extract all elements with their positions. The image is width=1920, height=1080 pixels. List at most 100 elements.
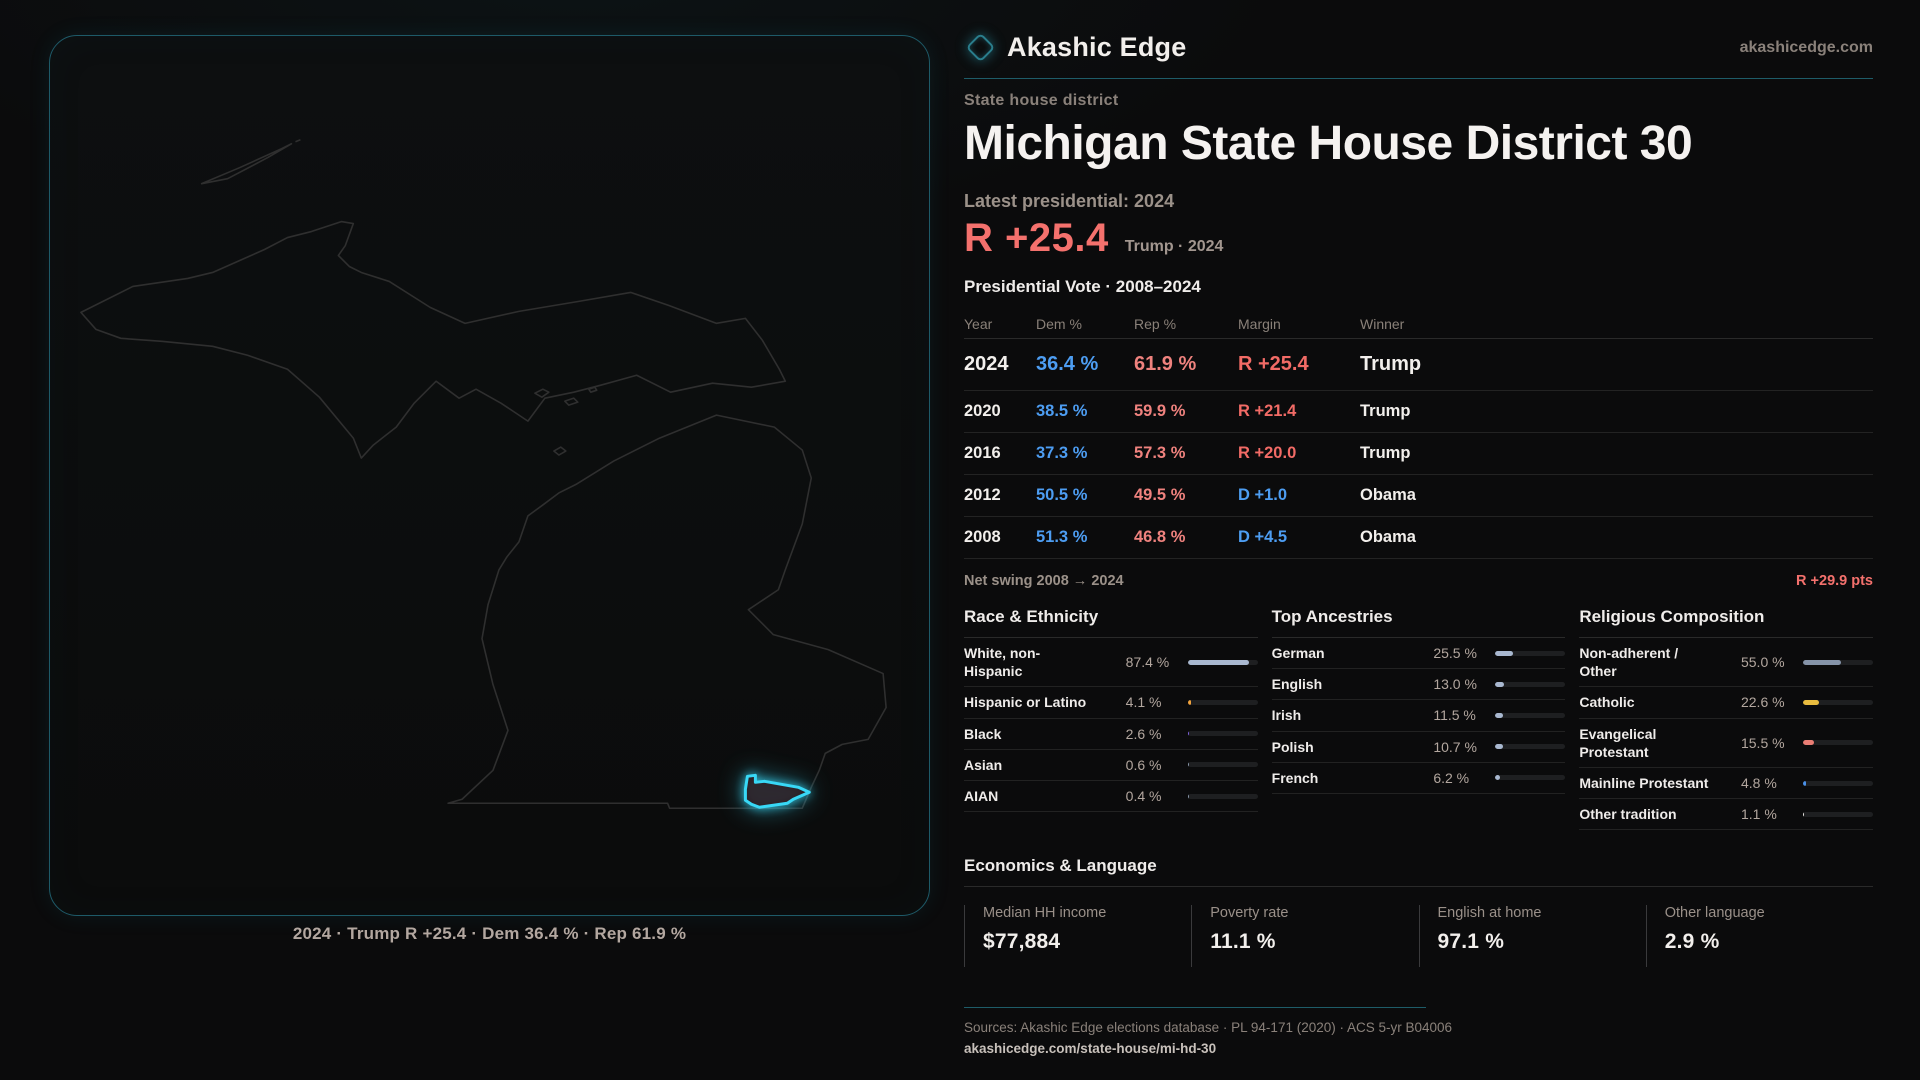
list-item: French 6.2 %: [1271, 763, 1566, 794]
col-year: Year: [964, 315, 993, 332]
demo-label: White, non- Hispanic: [964, 645, 1041, 680]
rep-cell: 57.3 %: [1134, 444, 1186, 462]
table-row: 2008 51.3 % 46.8 % D +4.5 Obama: [964, 517, 1873, 559]
brand-name: Akashic Edge: [1007, 32, 1187, 62]
col-rep: Rep %: [1134, 315, 1177, 332]
demo-value: 0.6 %: [1125, 756, 1162, 773]
section-title: Top Ancestries: [1271, 607, 1566, 638]
year-cell: 2008: [964, 528, 1001, 546]
demo-value: 0.4 %: [1125, 788, 1162, 805]
stat-label: Poverty rate: [1210, 905, 1289, 922]
vote-table-header: Year Dem % Rep % Margin Winner: [964, 309, 1873, 339]
dem-cell: 50.5 %: [1036, 486, 1088, 504]
bar-track: [1495, 775, 1566, 781]
bar-fill: [1802, 659, 1842, 665]
demo-value: 2.6 %: [1125, 725, 1162, 742]
list-item: AIAN 0.4 %: [964, 781, 1258, 813]
dem-cell: 36.4 %: [1036, 353, 1099, 375]
demo-label: Non-adherent / Other: [1579, 645, 1679, 680]
col-winner: Winner: [1360, 315, 1405, 332]
list-item: Polish 10.7 %: [1271, 732, 1566, 763]
demographics-grid: Race & Ethnicity White, non- Hispanic 87…: [964, 607, 1873, 831]
stat-value: $77,884: [983, 930, 1061, 954]
bar-track: [1187, 793, 1258, 799]
list-item: Hispanic or Latino 4.1 %: [964, 687, 1258, 719]
economics-section-title: Economics & Language: [964, 856, 1873, 888]
net-swing-label: Net swing 2008 → 2024: [964, 573, 1124, 589]
rep-cell: 49.5 %: [1134, 486, 1186, 504]
data-panel: Akashic Edge akashicedge.com State house…: [964, 0, 1873, 1056]
headline-margin-row: R +25.4 Trump · 2024: [964, 216, 1873, 261]
vote-table-title: Presidential Vote · 2008–2024: [964, 277, 1201, 296]
demo-label: Evangelical Protestant: [1579, 725, 1657, 760]
bar-track: [1187, 731, 1258, 737]
bar-fill: [1802, 780, 1807, 786]
ancestries-section: Top Ancestries German 25.5 % English 13.…: [1271, 607, 1566, 830]
michigan-map: [80, 139, 887, 810]
margin-cell: R +20.0: [1238, 444, 1297, 462]
diamond-logo-icon: [965, 32, 996, 63]
demo-label: AIAN: [964, 787, 999, 804]
demo-value: 10.7 %: [1433, 738, 1477, 755]
stat-english-at-home: English at home 97.1 %: [1418, 905, 1646, 968]
winner-cell: Obama: [1360, 528, 1416, 546]
demo-label: Asian: [964, 756, 1003, 773]
demo-label: Polish: [1271, 738, 1314, 755]
michigan-map-card: [49, 35, 930, 916]
race-ethnicity-section: Race & Ethnicity White, non- Hispanic 87…: [964, 607, 1258, 830]
bar-fill: [1802, 740, 1814, 746]
col-margin: Margin: [1238, 315, 1281, 332]
latest-presidential-label: Latest presidential: 2024: [964, 191, 1175, 211]
kicker-label: State house district: [964, 92, 1119, 109]
demo-label: Black: [964, 725, 1002, 742]
stat-other-language: Other language 2.9 %: [1645, 905, 1873, 968]
table-row: 2024 36.4 % 61.9 % R +25.4 Trump: [964, 339, 1873, 391]
dem-cell: 51.3 %: [1036, 528, 1088, 546]
headline-margin-value: R +25.4: [964, 216, 1109, 260]
map-caption: 2024 · Trump R +25.4 · Dem 36.4 % · Rep …: [292, 924, 687, 943]
bar-fill: [1495, 650, 1514, 656]
rep-cell: 59.9 %: [1134, 402, 1186, 420]
list-item: Irish 11.5 %: [1271, 700, 1566, 732]
bar-fill: [1495, 744, 1503, 750]
bar-track: [1495, 650, 1566, 656]
margin-cell: R +25.4: [1238, 353, 1309, 375]
winner-cell: Trump: [1360, 402, 1411, 420]
margin-cell: R +21.4: [1238, 402, 1297, 420]
footer-divider: [964, 1007, 1426, 1009]
demo-label: Hispanic or Latino: [964, 694, 1087, 711]
table-row: 2020 38.5 % 59.9 % R +21.4 Trump: [964, 391, 1873, 433]
bar-track: [1187, 659, 1258, 665]
district-30-shape[interactable]: [743, 773, 811, 809]
winner-cell: Trump: [1360, 444, 1411, 462]
stat-value: 2.9 %: [1664, 930, 1720, 954]
bar-track: [1802, 811, 1873, 817]
header-divider: [964, 78, 1873, 79]
bar-fill: [1802, 699, 1819, 705]
bar-fill: [1187, 731, 1190, 737]
list-item: Asian 0.6 %: [964, 750, 1258, 781]
list-item: Mainline Protestant 4.8 %: [1579, 768, 1873, 800]
demo-value: 22.6 %: [1740, 694, 1785, 711]
religion-section: Religious Composition Non-adherent / Oth…: [1579, 607, 1873, 831]
net-swing-value: R +29.9 pts: [1796, 573, 1873, 589]
footer-url-link[interactable]: akashicedge.com/state-house/mi-hd-30: [964, 1041, 1217, 1057]
bar-track: [1187, 762, 1258, 768]
demo-value: 25.5 %: [1433, 645, 1477, 662]
bar-fill: [1802, 811, 1804, 817]
bar-fill: [1187, 699, 1191, 705]
headline-margin-context: Trump · 2024: [1124, 238, 1224, 255]
demo-label: Other tradition: [1579, 806, 1677, 823]
list-item: Black 2.6 %: [964, 719, 1258, 750]
bar-track: [1802, 780, 1873, 786]
brand-domain-link[interactable]: akashicedge.com: [1739, 38, 1873, 56]
demo-value: 1.1 %: [1740, 806, 1777, 823]
bar-fill: [1495, 681, 1505, 687]
footer: Sources: Akashic Edge elections database…: [964, 1007, 1873, 1056]
margin-cell: D +1.0: [1238, 486, 1288, 504]
list-item: Non-adherent / Other 55.0 %: [1579, 638, 1873, 688]
brand-header: Akashic Edge akashicedge.com: [964, 0, 1873, 63]
demo-label: English: [1271, 676, 1323, 693]
stat-label: English at home: [1437, 905, 1542, 922]
demo-label: Catholic: [1579, 694, 1635, 711]
